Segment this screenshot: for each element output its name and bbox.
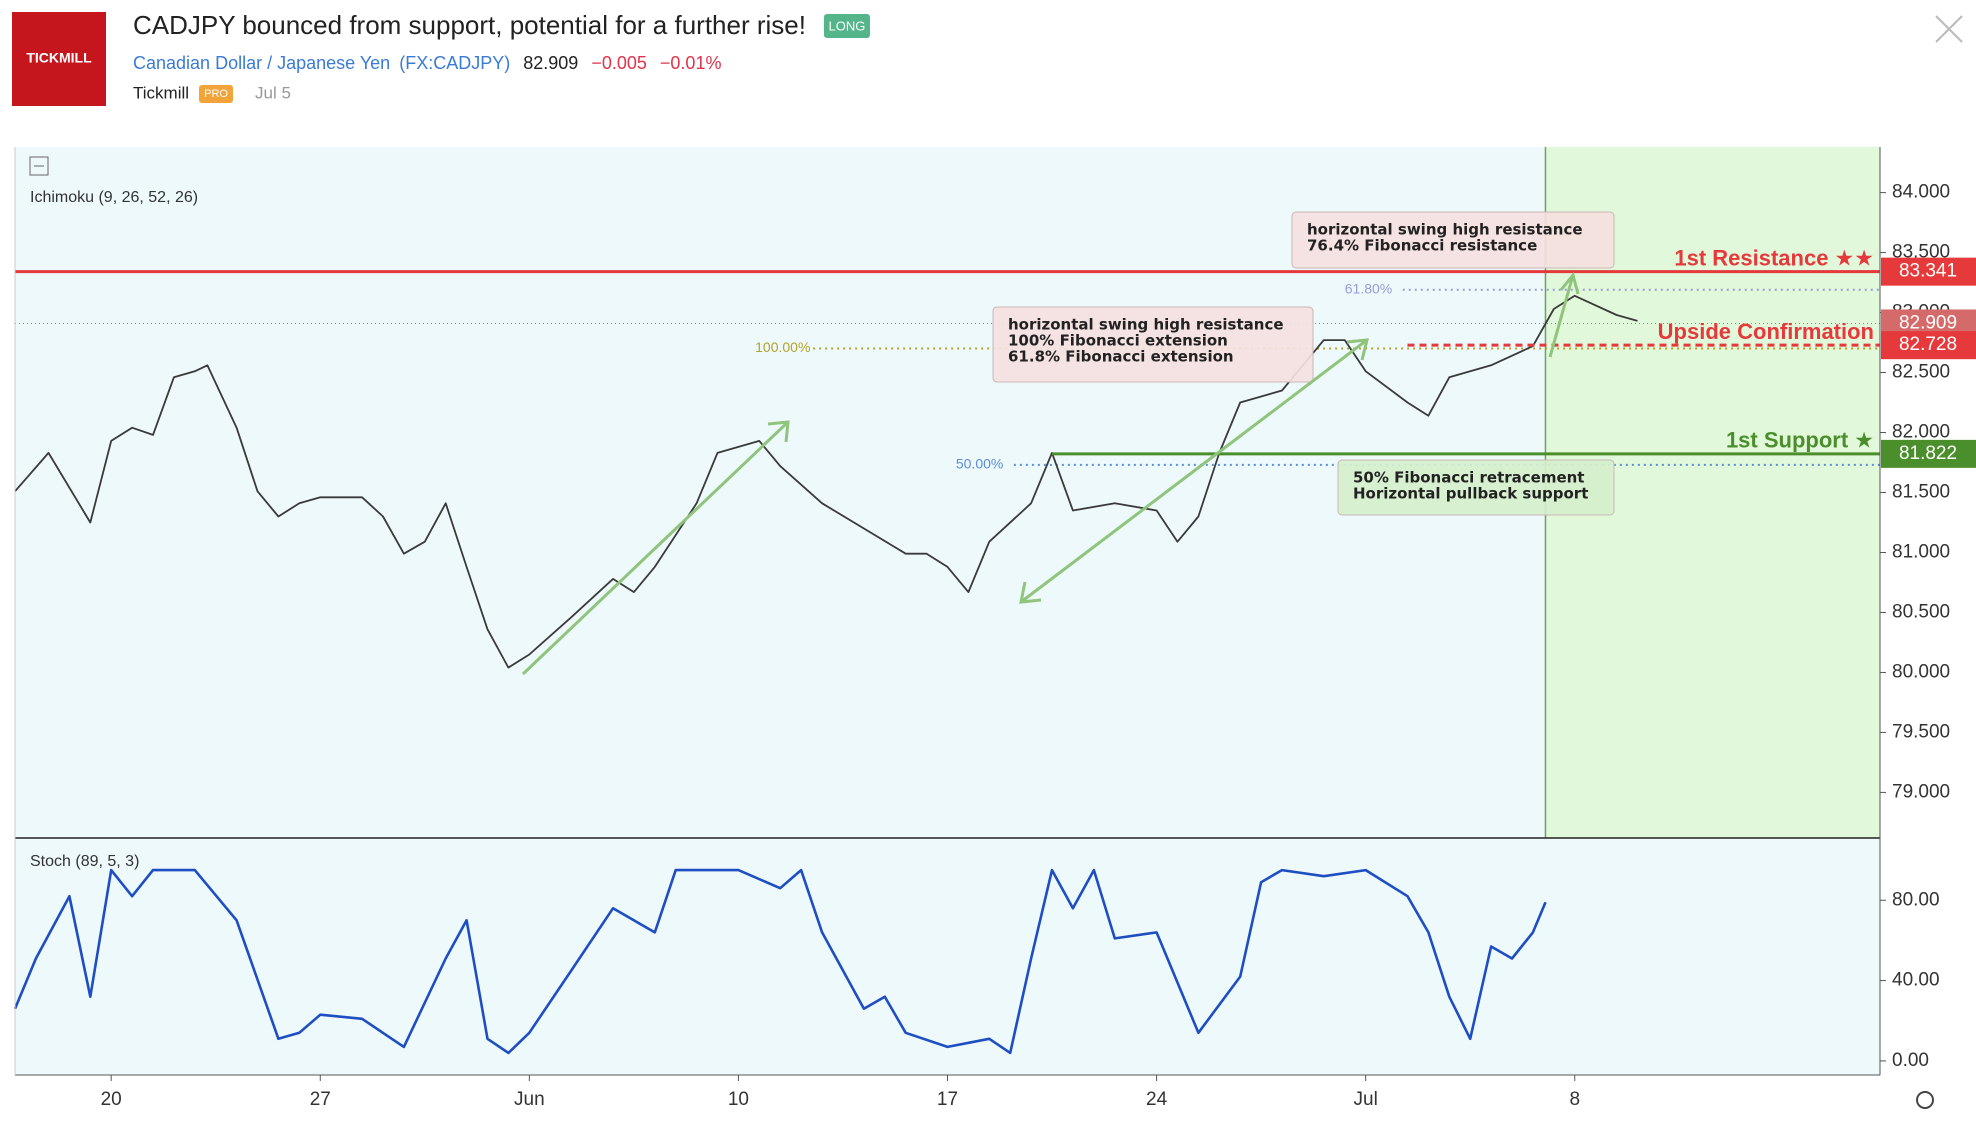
date: Jul 5 — [255, 83, 291, 102]
x-tick-label: 17 — [937, 1089, 958, 1110]
y-tick-label: 80.00 — [1892, 889, 1940, 910]
y-tick-label: 82.000 — [1892, 422, 1950, 443]
annotation-text: Horizontal pullback support — [1353, 485, 1588, 503]
pane-title: Stoch (89, 5, 3) — [30, 853, 139, 870]
y-tick-label: 84.000 — [1892, 182, 1950, 203]
annotation-box — [992, 306, 1314, 383]
arrows — [521, 271, 1580, 676]
y-tick-label: 82.500 — [1892, 362, 1950, 383]
level-name: 1st Resistance ★★ — [1674, 245, 1874, 270]
price-tag — [1881, 331, 1976, 360]
symbol[interactable]: (FX:CADJPY) — [399, 53, 510, 73]
annotation-text: 100% Fibonacci extension — [1008, 332, 1228, 350]
y-tick-label: 81.000 — [1892, 541, 1950, 562]
price-tag-label: 82.728 — [1899, 334, 1957, 355]
price-tag — [1881, 439, 1976, 468]
y-tick-label: 80.000 — [1892, 661, 1950, 682]
author[interactable]: Tickmill — [133, 83, 189, 102]
fib-label: 61.80% — [1345, 280, 1392, 296]
data-line — [14, 294, 1638, 669]
y-tick-label: 80.500 — [1892, 601, 1950, 622]
level-name: 1st Support ★ — [1726, 428, 1874, 453]
x-tick-label: 10 — [728, 1089, 749, 1110]
logo-text: TICKMILL — [26, 50, 92, 66]
change-percent: −0.01% — [660, 53, 722, 73]
fib-label: 100.00% — [755, 339, 810, 355]
x-tick-label: 24 — [1146, 1089, 1168, 1110]
annotation-text: 50% Fibonacci retracement — [1353, 469, 1584, 487]
y-tick-label: 40.00 — [1892, 970, 1940, 991]
change: −0.005 — [591, 53, 647, 73]
y-tick-label: 81.500 — [1892, 482, 1950, 503]
instrument[interactable]: Canadian Dollar / Japanese Yen — [133, 53, 390, 73]
x-tick-label: 8 — [1569, 1089, 1580, 1110]
price-tag-label: 82.909 — [1899, 312, 1957, 333]
pro-badge — [199, 85, 234, 103]
symbol-line: Canadian Dollar / Japanese Yen (FX:CADJP… — [133, 53, 721, 73]
logo[interactable] — [12, 12, 106, 106]
annotation-box — [1291, 211, 1615, 269]
price-tag — [1881, 257, 1976, 286]
idea-title: CADJPY bounced from support, potential f… — [133, 10, 806, 40]
data-line — [13, 868, 1547, 1055]
annotation-box — [1337, 459, 1615, 516]
level-name: Upside Confirmation — [1658, 319, 1874, 344]
settings-icon[interactable] — [1916, 1091, 1934, 1109]
x-tick-label: Jul — [1354, 1089, 1378, 1110]
annotation-text: 76.4% Fibonacci resistance — [1307, 237, 1537, 255]
x-tick-label: 27 — [310, 1089, 331, 1110]
pro-text: PRO — [204, 88, 228, 100]
annotation-text: horizontal swing high resistance — [1307, 221, 1583, 239]
fib-label: 50.00% — [956, 456, 1003, 472]
y-tick-label: 79.500 — [1892, 721, 1950, 742]
chart: 79.000 79.500 80.000 80.500 81.000 81.500 82.0… — [13, 147, 1976, 1110]
y-tick-label: 79.000 — [1892, 781, 1950, 802]
close-button[interactable] — [1935, 15, 1963, 43]
pane-title: Ichimoku (9, 26, 52, 26) — [30, 189, 198, 206]
pane-background — [15, 838, 1880, 1075]
x-tick-label: 20 — [101, 1089, 122, 1110]
x-tick-label: Jun — [514, 1089, 545, 1110]
badge-text: LONG — [829, 18, 866, 33]
annotation-text: 61.8% Fibonacci extension — [1008, 348, 1234, 366]
collapse-icon[interactable] — [29, 156, 49, 176]
badge — [823, 14, 870, 38]
y-tick-label: 0.00 — [1892, 1050, 1929, 1071]
price: 82.909 — [523, 53, 578, 73]
price-tag-label: 83.341 — [1899, 261, 1957, 282]
annotation-text: horizontal swing high resistance — [1008, 316, 1284, 334]
price-tag-label: 81.822 — [1899, 443, 1957, 464]
y-tick-label: 83.500 — [1892, 242, 1950, 263]
